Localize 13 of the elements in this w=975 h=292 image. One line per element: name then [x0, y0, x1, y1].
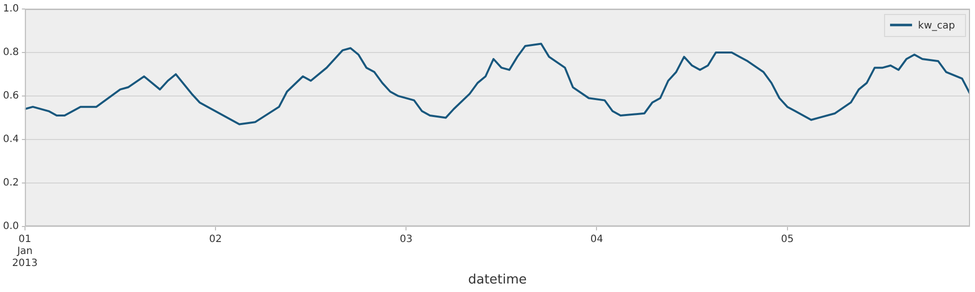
y-tick-label: 1.0 — [2, 4, 19, 15]
y-tick-label: 0.0 — [2, 220, 19, 232]
y-tick-label: 0.8 — [2, 47, 19, 58]
y-tick-label: 0.6 — [2, 90, 19, 102]
x-axis-title: datetime — [468, 272, 527, 288]
y-tick-label: 0.2 — [2, 178, 19, 189]
legend-label: kw_cap — [918, 20, 956, 32]
y-tick-label: 0.4 — [2, 134, 19, 146]
x-tick-label: 05 — [780, 234, 794, 245]
x-tick-label: 03 — [400, 234, 412, 245]
x-tick-label: 04 — [590, 234, 604, 245]
x-tick-label: 02 — [209, 234, 222, 245]
x-tick-label: 01 Jan 2013 — [12, 234, 38, 269]
